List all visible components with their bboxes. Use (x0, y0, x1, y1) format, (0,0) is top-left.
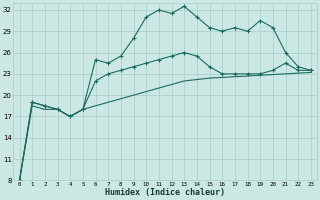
X-axis label: Humidex (Indice chaleur): Humidex (Indice chaleur) (105, 188, 225, 197)
